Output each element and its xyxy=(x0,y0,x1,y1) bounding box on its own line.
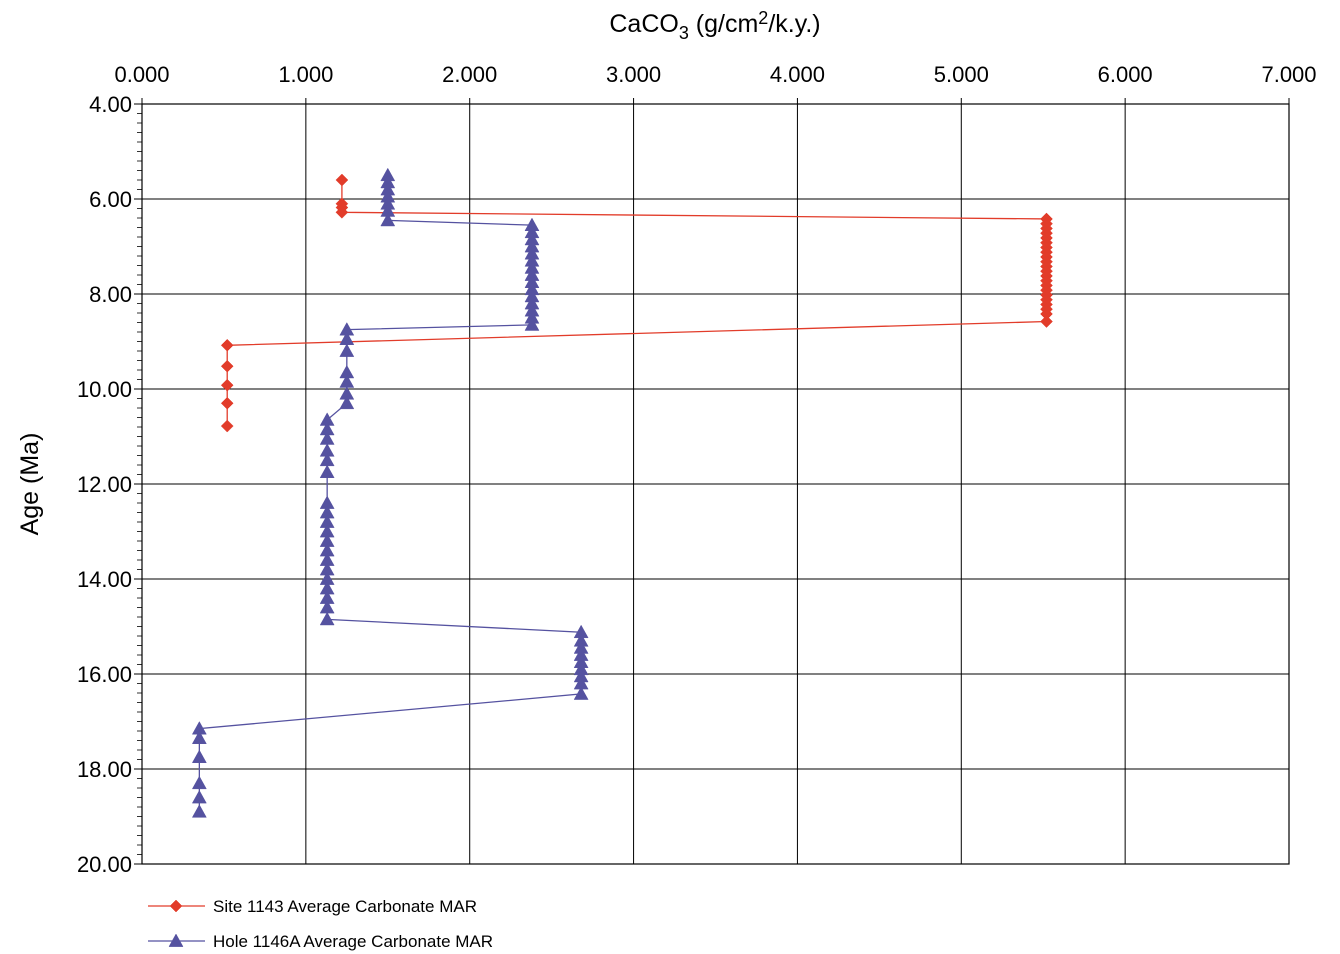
data-point xyxy=(573,686,589,700)
legend-item-2: Hole 1146A Average Carbonate MAR xyxy=(148,932,493,951)
x-tick-label: 6.000 xyxy=(1098,62,1153,87)
data-point xyxy=(191,730,207,744)
y-minor-ticks xyxy=(137,113,142,855)
series-2 xyxy=(191,167,589,818)
data-point xyxy=(319,611,335,626)
legend-label: Site 1143 Average Carbonate MAR xyxy=(213,897,477,916)
y-tick-label: 8.00 xyxy=(89,282,132,307)
data-point xyxy=(220,378,234,392)
legend-marker xyxy=(169,899,183,913)
x-axis-title-prefix: CaCO xyxy=(609,10,678,38)
data-point xyxy=(524,317,540,331)
y-tick-label: 4.00 xyxy=(89,92,132,117)
data-point xyxy=(220,419,234,433)
legend-label: Hole 1146A Average Carbonate MAR xyxy=(213,932,493,951)
y-tick-label: 16.00 xyxy=(77,662,132,687)
x-axis-title-mid: (g/cm xyxy=(689,10,758,38)
data-point xyxy=(191,789,207,804)
x-tick-label: 2.000 xyxy=(442,62,497,87)
data-point xyxy=(220,359,234,373)
y-tick-label: 10.00 xyxy=(77,377,132,402)
x-tick-label: 1.000 xyxy=(278,62,333,87)
x-axis-title-superscript: 2 xyxy=(758,8,768,28)
series-layer xyxy=(191,167,1053,818)
data-point xyxy=(191,775,207,790)
data-point xyxy=(220,338,234,352)
x-tick-label: 7.000 xyxy=(1261,62,1316,87)
x-axis-title-suffix: /k.y.) xyxy=(768,10,820,38)
data-point xyxy=(335,173,349,187)
y-tick-label: 14.00 xyxy=(77,567,132,592)
data-point xyxy=(191,749,207,763)
x-axis-title: CaCO3 (g/cm2/k.y.) xyxy=(609,8,820,43)
x-tick-label: 0.000 xyxy=(114,62,169,87)
y-tick-label: 20.00 xyxy=(77,852,132,877)
x-axis-title-subscript: 3 xyxy=(679,23,689,43)
data-point xyxy=(339,343,355,357)
y-axis-title: Age (Ma) xyxy=(16,433,44,536)
y-tick-label: 18.00 xyxy=(77,757,132,782)
plot-frame xyxy=(141,103,1290,865)
x-tick-labels: 0.000 1.000 2.000 3.000 4.000 5.000 6.000 7.000 xyxy=(114,62,1316,87)
y-tick-label: 6.00 xyxy=(89,187,132,212)
data-point xyxy=(380,212,396,227)
data-point xyxy=(335,205,349,219)
x-tick-label: 3.000 xyxy=(606,62,661,87)
legend: Site 1143 Average Carbonate MAR Hole 1146… xyxy=(148,897,493,951)
legend-item-1: Site 1143 Average Carbonate MAR xyxy=(148,897,477,916)
data-point xyxy=(339,395,355,410)
x-tick-label: 4.000 xyxy=(770,62,825,87)
data-point xyxy=(319,464,335,478)
data-point xyxy=(191,804,207,818)
data-point xyxy=(1040,315,1053,328)
y-tick-labels: 4.00 6.00 8.00 10.00 12.00 14.00 16.00 18.00 20.… xyxy=(77,92,132,877)
series-1 xyxy=(220,173,1053,433)
data-point xyxy=(220,396,234,410)
y-tick-label: 12.00 xyxy=(77,472,132,497)
x-tick-label: 5.000 xyxy=(934,62,989,87)
legend-marker xyxy=(168,933,184,947)
